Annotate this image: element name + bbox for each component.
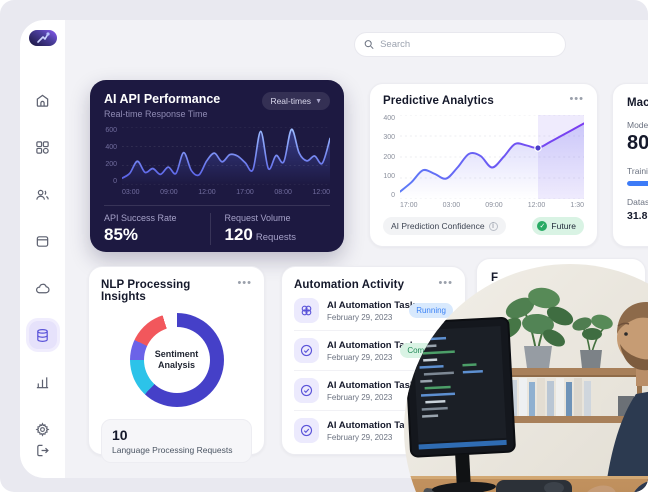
- api-success-rate-stat: API Success Rate 85%: [104, 213, 210, 245]
- wallet-icon: [36, 235, 49, 247]
- card-subtitle: Real-time Response Time: [104, 109, 208, 119]
- more-menu-icon[interactable]: [438, 279, 453, 287]
- check-circle-icon: [300, 344, 313, 357]
- cloud-icon: [36, 283, 50, 293]
- success-rate-value: 85%: [104, 225, 139, 244]
- search-input[interactable]: [380, 39, 556, 50]
- x-axis-labels: 03:00 09:00 12:00 17:00 08:00 12:00: [122, 189, 330, 196]
- card-title: Predictive Analytics: [383, 95, 494, 107]
- apps-grid-icon: [36, 140, 49, 154]
- sidebar-item-database[interactable]: [28, 321, 57, 349]
- task-row[interactable]: AI Automation Task February 29, 2023: [294, 411, 453, 450]
- sidebar-item-apps[interactable]: [29, 133, 57, 161]
- x-axis-labels: 17:00 03:00 09:00 12:00 1:30: [400, 202, 584, 209]
- logout-icon: [37, 444, 49, 457]
- time-range-value: Real-times: [270, 96, 312, 106]
- training-label: Traini: [627, 166, 648, 176]
- sidebar: [20, 20, 65, 478]
- nlp-stat-value: 10: [112, 427, 128, 443]
- sidebar-item-wallet[interactable]: [29, 227, 57, 255]
- api-performance-card: AI API Performance Real-time Response Ti…: [90, 80, 344, 252]
- donut-center-label: Sentiment Analysis: [154, 348, 199, 370]
- sidebar-item-users[interactable]: [29, 180, 57, 208]
- prediction-confidence-chip[interactable]: AI Prediction Confidence i: [383, 217, 506, 235]
- request-volume-stat: Request Volume 120 Requests: [209, 213, 331, 245]
- machine-learning-card: Mach Mode 80 Traini Datas 31.8: [612, 83, 648, 247]
- status-badge: Running: [409, 303, 453, 318]
- api-response-time-chart: [122, 127, 330, 185]
- database-icon: [37, 328, 48, 342]
- card-title: Automation Activity: [294, 279, 405, 291]
- card-title: Mach: [627, 97, 648, 109]
- prediction-chart: [400, 115, 584, 199]
- users-icon: [36, 189, 49, 200]
- card-title: NLP Processing Insights: [101, 279, 191, 303]
- search-bar[interactable]: [354, 32, 566, 57]
- app-logo[interactable]: [28, 30, 57, 46]
- card-title: F: [491, 272, 499, 284]
- check-circle-icon: [300, 424, 313, 437]
- model-metric-label: Mode: [627, 120, 648, 130]
- request-volume-value: 120: [224, 225, 253, 244]
- check-circle-icon: [300, 384, 313, 397]
- sentiment-donut-chart: Sentiment Analysis: [129, 313, 224, 407]
- time-range-dropdown[interactable]: Real-times ▼: [262, 92, 330, 110]
- home-icon: [36, 94, 49, 107]
- task-row[interactable]: AI Automation Task February 29, 2023 Run…: [294, 291, 453, 331]
- training-progress-bar: [627, 181, 648, 186]
- dataset-value: 31.8: [627, 210, 648, 222]
- future-badge: ✓ Future: [532, 217, 584, 235]
- chevron-down-icon: ▼: [315, 97, 322, 105]
- automation-knot-icon: [301, 305, 312, 316]
- search-icon: [364, 40, 374, 50]
- nlp-stat-box: 10 Language Processing Requests: [101, 419, 252, 463]
- card-title: AI API Performance: [104, 92, 221, 106]
- more-menu-icon[interactable]: [569, 95, 584, 103]
- check-icon: ✓: [537, 221, 548, 231]
- logout-button[interactable]: [29, 443, 57, 458]
- trend-logo-icon: [36, 32, 50, 43]
- sidebar-item-cloud[interactable]: [29, 274, 57, 302]
- task-row[interactable]: AI Automation Task February 29, 2023: [294, 371, 453, 411]
- sidebar-item-settings[interactable]: [29, 415, 57, 443]
- nlp-insights-card: NLP Processing Insights Sentiment Analys…: [88, 266, 265, 463]
- model-metric-value: 80: [627, 132, 648, 154]
- sidebar-item-analytics[interactable]: [29, 368, 57, 396]
- y-axis-labels: 600 400 200 0: [105, 127, 117, 185]
- sidebar-item-home[interactable]: [29, 86, 57, 114]
- gear-icon: [35, 421, 50, 437]
- bar-chart-icon: [36, 376, 49, 388]
- info-icon[interactable]: i: [488, 221, 498, 231]
- more-menu-icon[interactable]: [237, 279, 252, 287]
- y-axis-labels: 400 300 200 100 0: [383, 115, 395, 199]
- nlp-stat-label: Language Processing Requests: [112, 445, 233, 455]
- dataset-label: Datas: [627, 197, 648, 207]
